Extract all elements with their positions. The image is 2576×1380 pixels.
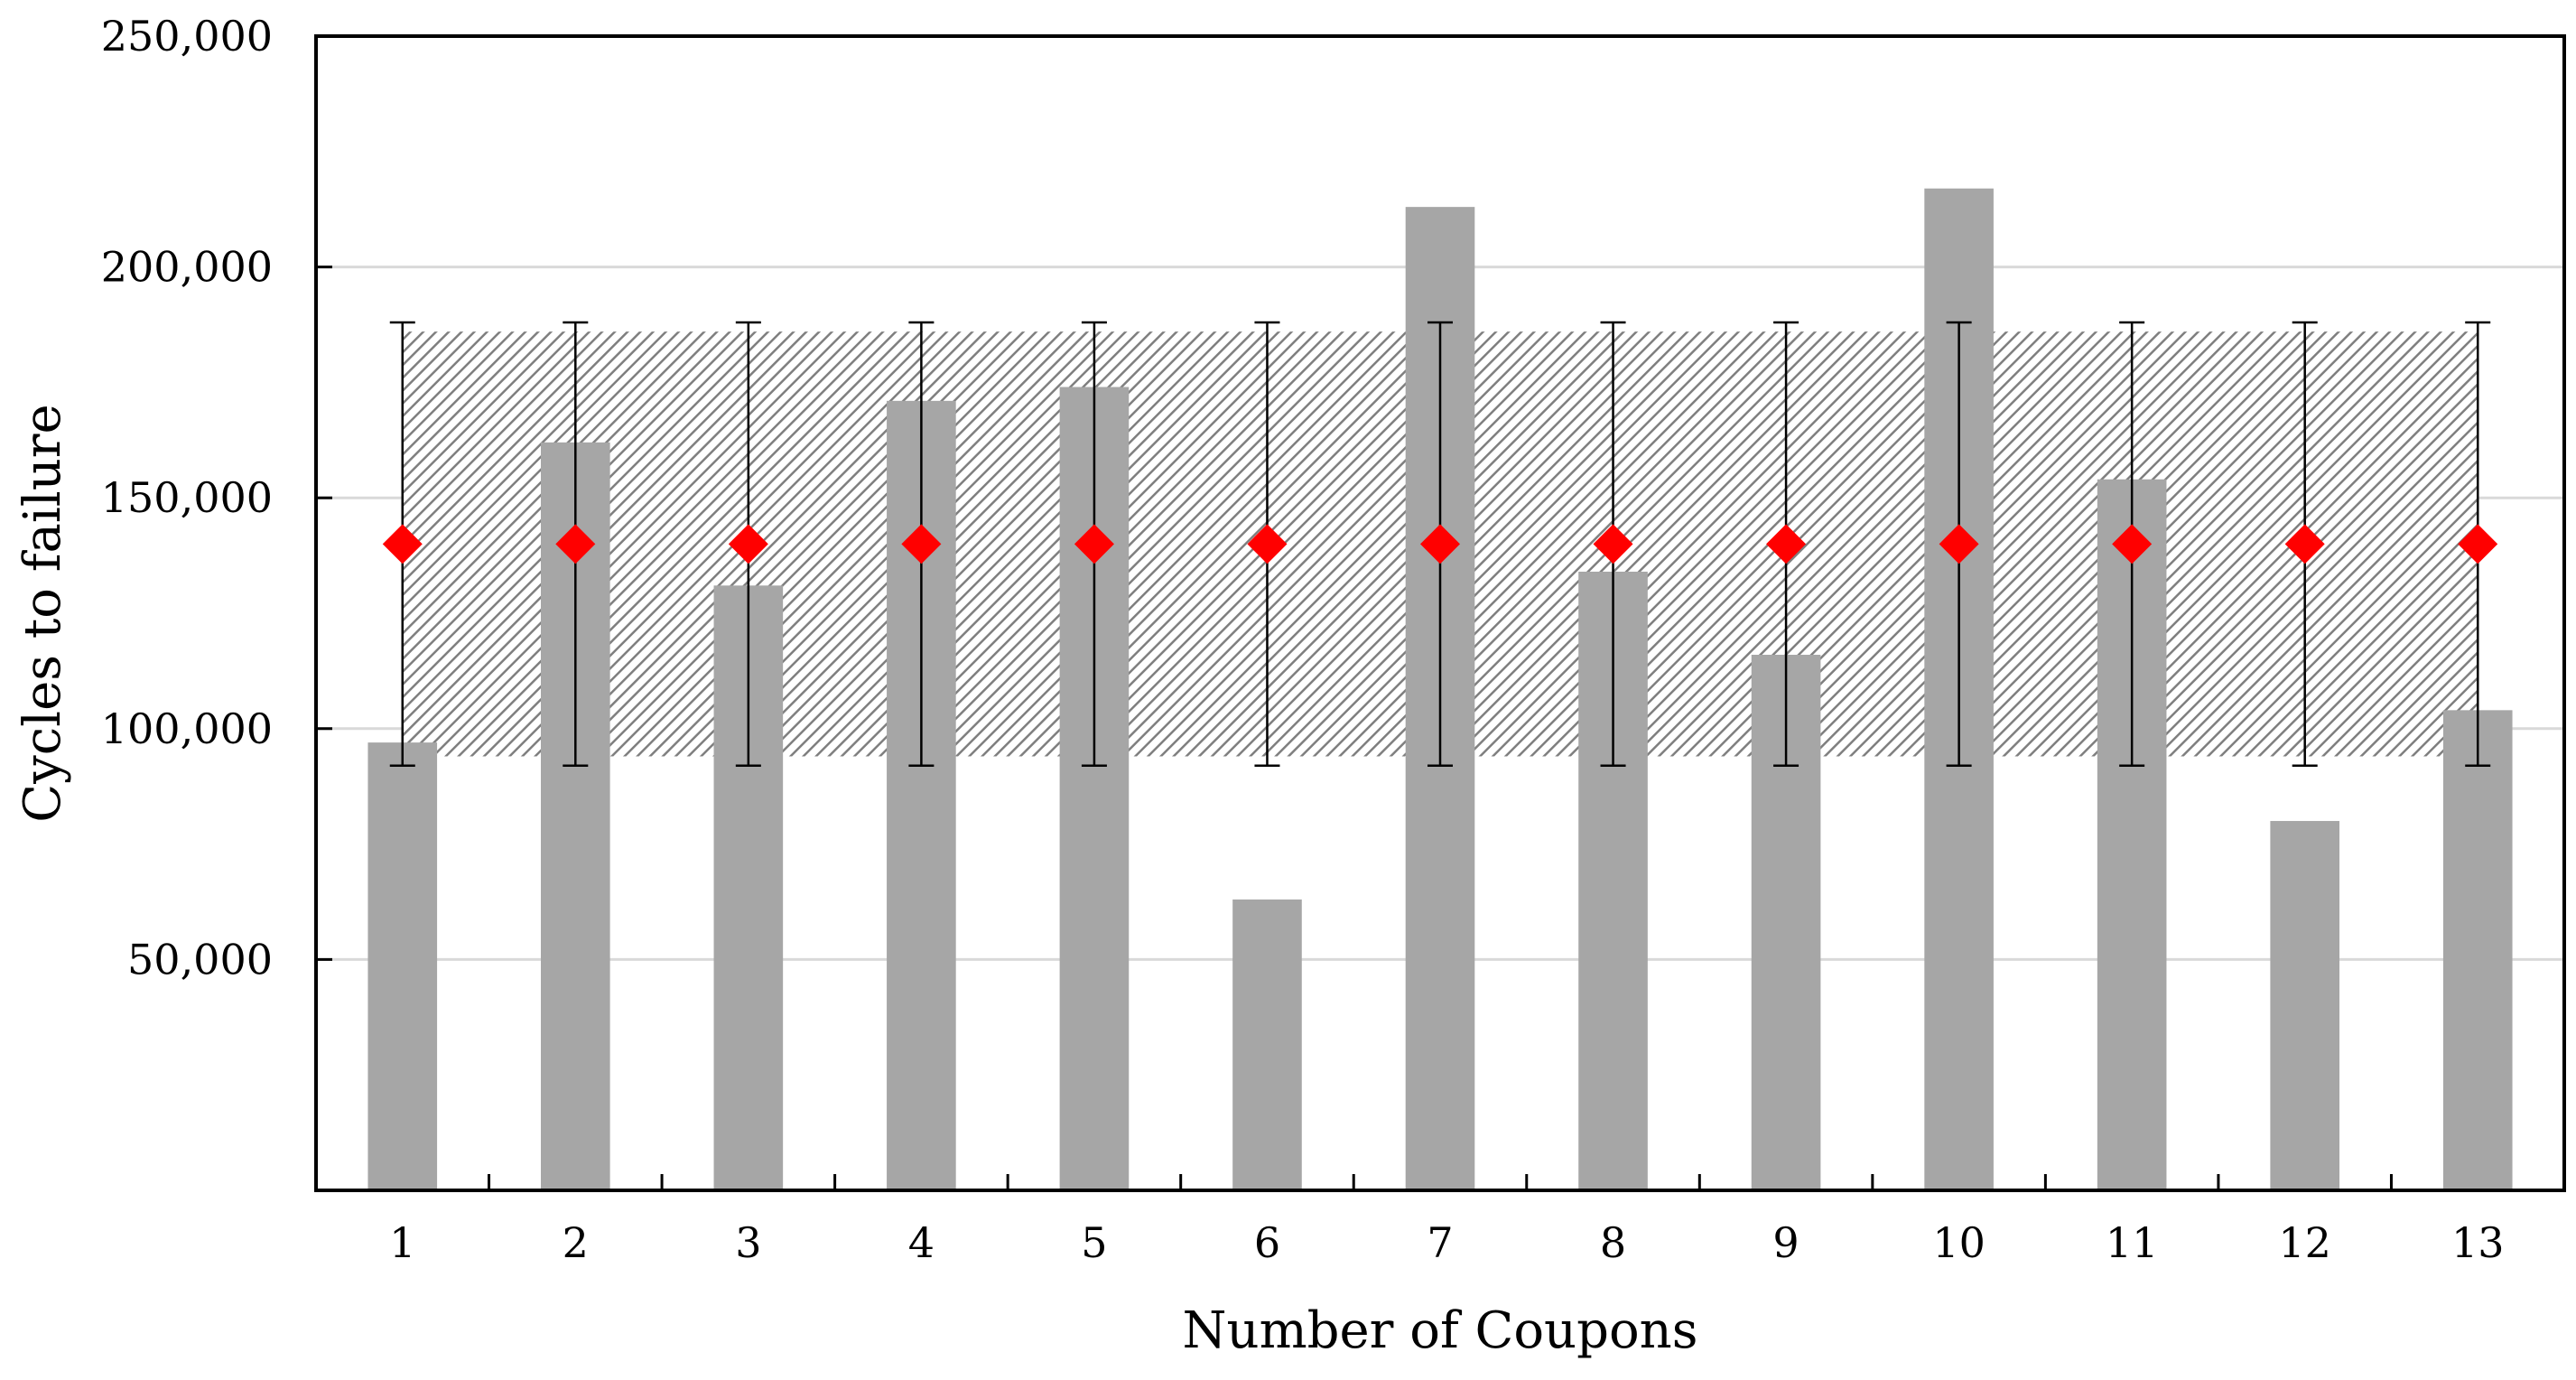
mean-marker-4: [901, 524, 942, 564]
mean-marker-2: [555, 524, 596, 564]
mean-marker-8: [1593, 524, 1633, 564]
x-tick-label: 3: [735, 1218, 761, 1267]
y-tick-label: 50,000: [127, 935, 273, 984]
y-tick-label: 200,000: [101, 243, 273, 292]
x-tick-label: 10: [1932, 1218, 1985, 1267]
mean-marker-11: [2112, 524, 2153, 564]
x-tick-label: 7: [1427, 1218, 1453, 1267]
x-tick-label: 2: [563, 1218, 589, 1267]
x-axis-title: Number of Coupons: [1183, 1301, 1698, 1360]
y-tick-label: 100,000: [101, 704, 273, 753]
bar-13: [2442, 710, 2513, 1190]
bar-1: [367, 742, 438, 1190]
mean-marker-10: [1939, 524, 1979, 564]
y-tick-label: 150,000: [101, 473, 273, 522]
mean-marker-3: [728, 524, 768, 564]
x-tick-label: 9: [1772, 1218, 1799, 1267]
y-axis-title: Cycles to failure: [14, 404, 72, 822]
x-tick-label: 5: [1081, 1218, 1107, 1267]
bar-6: [1232, 899, 1302, 1190]
y-tick-label: 250,000: [101, 12, 273, 61]
x-tick-label: 8: [1600, 1218, 1626, 1267]
axes: [314, 34, 2566, 1192]
mean-marker-5: [1074, 524, 1114, 564]
plot-frame: [314, 34, 2566, 1192]
mean-marker-6: [1247, 524, 1288, 564]
x-tick-label: 1: [389, 1218, 415, 1267]
x-tick-label: 6: [1254, 1218, 1280, 1267]
mean-markers: [382, 524, 2498, 564]
mean-marker-12: [2284, 524, 2325, 564]
x-tick-label: 11: [2106, 1218, 2159, 1267]
mean-marker-13: [2458, 524, 2498, 564]
mean-marker-7: [1420, 524, 1460, 564]
mean-marker-1: [382, 524, 423, 564]
x-tick-label: 13: [2451, 1218, 2505, 1267]
mean-marker-9: [1766, 524, 1807, 564]
x-tick-label: 4: [908, 1218, 935, 1267]
x-tick-label: 12: [2278, 1218, 2331, 1267]
bar-12: [2270, 821, 2339, 1190]
